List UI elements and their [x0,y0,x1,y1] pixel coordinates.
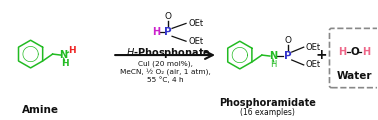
Text: Water: Water [337,71,372,81]
Text: Amine: Amine [22,105,59,115]
Text: 55 °C, 4 h: 55 °C, 4 h [147,76,183,83]
Text: +: + [316,48,327,62]
Text: $\mathit{H}$-Phosphonate: $\mathit{H}$-Phosphonate [125,46,211,60]
Text: O: O [350,47,359,57]
Text: N: N [59,50,68,60]
Text: H: H [68,46,75,55]
Text: O: O [164,12,172,21]
Text: P: P [284,51,291,61]
Text: Phosphoramidate: Phosphoramidate [219,99,316,108]
Text: O: O [284,36,291,45]
Text: (16 examples): (16 examples) [240,108,295,117]
Text: P: P [164,27,172,37]
Text: OEt: OEt [306,43,321,52]
Text: N: N [269,51,277,61]
Text: H: H [362,47,370,57]
Text: H: H [152,27,160,37]
Text: OEt: OEt [188,37,203,46]
Text: CuI (20 mol%),: CuI (20 mol%), [138,61,192,67]
Text: MeCN, ½ O₂ (air, 1 atm),: MeCN, ½ O₂ (air, 1 atm), [120,68,211,75]
FancyBboxPatch shape [330,28,378,88]
Text: H: H [271,60,277,69]
Text: H: H [61,59,68,68]
Text: OEt: OEt [188,19,203,28]
Text: H: H [338,47,347,57]
Text: OEt: OEt [306,60,321,69]
